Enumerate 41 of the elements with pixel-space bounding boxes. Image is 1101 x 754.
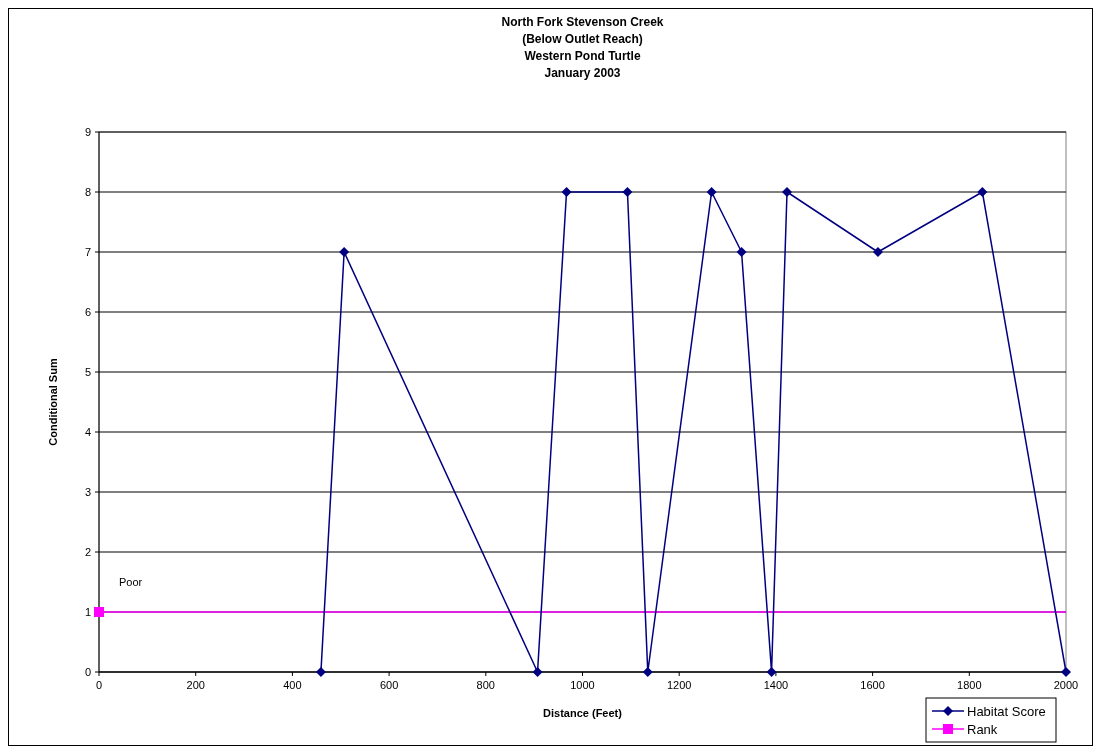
x-tick-label: 1000 bbox=[570, 679, 595, 691]
legend-label: Habitat Score bbox=[967, 704, 1046, 719]
x-tick-label: 1800 bbox=[957, 679, 982, 691]
x-tick-label: 1400 bbox=[763, 679, 789, 691]
x-tick-label: 600 bbox=[379, 679, 399, 691]
y-tick-label: 5 bbox=[84, 366, 91, 378]
point bbox=[782, 187, 793, 197]
point bbox=[315, 667, 326, 677]
x-tick-label: 0 bbox=[95, 679, 103, 691]
point bbox=[706, 187, 717, 197]
annotation: Poor bbox=[119, 576, 143, 588]
y-tick-label: 8 bbox=[84, 186, 91, 198]
x-tick-label: 1600 bbox=[860, 679, 885, 691]
y-tick-label: 7 bbox=[84, 246, 91, 258]
point bbox=[642, 667, 653, 677]
y-axis-title: Conditional Sum bbox=[47, 358, 59, 446]
y-tick-label: 0 bbox=[84, 666, 91, 678]
y-tick-label: 1 bbox=[84, 606, 91, 618]
point bbox=[977, 187, 988, 197]
point bbox=[94, 607, 104, 617]
y-tick-label: 6 bbox=[84, 306, 91, 318]
y-tick-label: 4 bbox=[84, 426, 91, 438]
x-tick-label: 2000 bbox=[1053, 679, 1079, 691]
x-tick-label: 800 bbox=[476, 679, 495, 691]
point bbox=[766, 667, 777, 677]
point bbox=[532, 667, 543, 677]
y-tick-label: 3 bbox=[84, 486, 91, 498]
x-tick-label: 400 bbox=[283, 679, 302, 691]
y-tick-label: 9 bbox=[84, 126, 91, 138]
point bbox=[872, 247, 883, 257]
legend-label: Rank bbox=[967, 722, 998, 737]
point bbox=[1061, 667, 1071, 677]
y-tick-label: 2 bbox=[84, 546, 91, 558]
point bbox=[622, 187, 633, 197]
point bbox=[736, 247, 747, 257]
point bbox=[339, 247, 350, 257]
chart-title: North Fork Stevenson Creek (Below Outlet Reach) Western Pond Turtle January 2003 bbox=[501, 15, 664, 80]
x-axis-title: Distance (Feet) bbox=[543, 707, 623, 719]
x-tick-label: 1200 bbox=[666, 679, 692, 691]
point bbox=[561, 187, 572, 197]
x-tick-label: 200 bbox=[186, 679, 205, 691]
